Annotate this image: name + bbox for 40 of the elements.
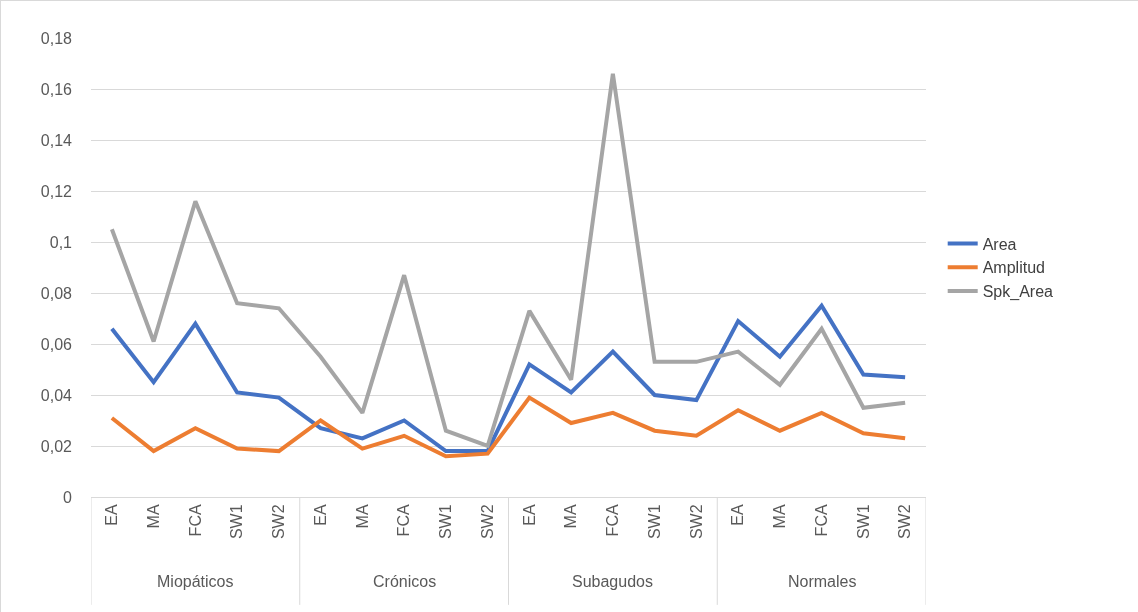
y-tick-label: 0: [63, 488, 73, 506]
y-tick-label: 0,02: [40, 437, 73, 455]
x-tick-label: EA: [103, 504, 121, 526]
y-tick-label: 0,18: [40, 29, 73, 47]
legend-label: Area: [982, 235, 1017, 253]
x-tick-label: SW2: [687, 504, 705, 540]
text: Normales: [788, 573, 857, 590]
x-tick-label: SW1: [228, 504, 246, 540]
x-tick-label: FCA: [395, 504, 413, 537]
x-tick-label: MA: [562, 504, 580, 529]
legend-label: Spk_Area: [982, 283, 1054, 302]
text: Subagudos: [572, 573, 653, 590]
y-tick-label: 0,04: [40, 386, 73, 404]
line-series: [109, 395, 908, 459]
x-tick-label: EA: [520, 504, 538, 526]
y-tick-label: 0,1: [49, 233, 73, 251]
y-tick-label: 0,16: [40, 80, 73, 98]
legend-label: Amplitud: [982, 259, 1045, 277]
y-tick-label: 0,06: [40, 335, 73, 353]
x-tick-label: EA: [729, 504, 747, 526]
text: Miopáticos: [157, 573, 234, 590]
x-tick-label: MA: [771, 504, 789, 529]
x-tick-label: MA: [353, 504, 371, 529]
x-tick-label: FCA: [604, 504, 622, 537]
y-tick-label: 0,08: [40, 284, 73, 302]
x-tick-label: SW2: [478, 504, 496, 540]
x-tick-label: SW1: [437, 504, 455, 540]
x-tick-label: SW1: [645, 504, 663, 540]
x-tick-label: FCA: [186, 504, 204, 537]
x-tick-label: MA: [144, 504, 162, 529]
x-tick-label: SW2: [896, 504, 914, 540]
line-series: [109, 71, 908, 448]
x-tick-label: SW1: [854, 504, 872, 540]
x-tick-label: EA: [311, 504, 329, 526]
text: Crónicos: [373, 573, 437, 590]
y-tick-label: 0,12: [40, 182, 73, 200]
x-tick-label: SW2: [270, 504, 288, 540]
x-tick-label: FCA: [812, 504, 830, 537]
y-tick-label: 0,14: [40, 131, 73, 149]
line-series: [109, 303, 908, 454]
